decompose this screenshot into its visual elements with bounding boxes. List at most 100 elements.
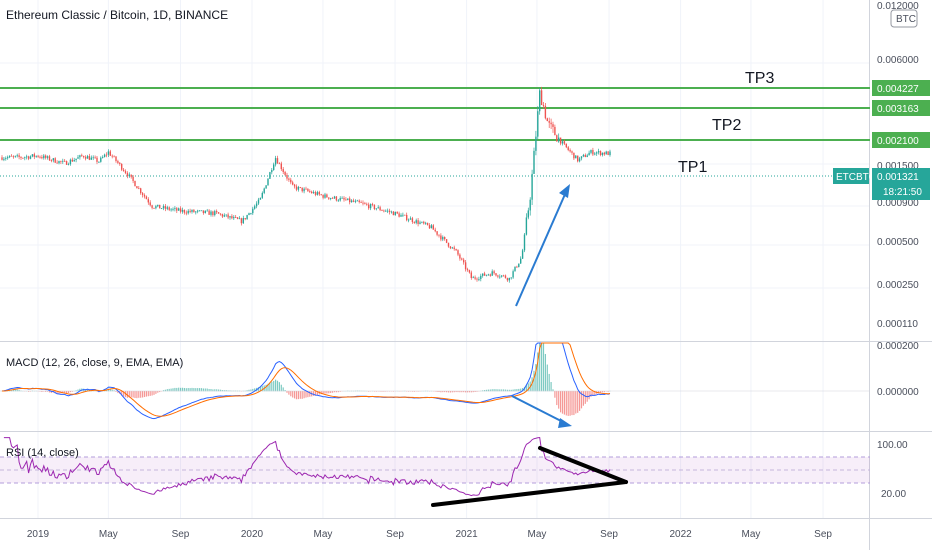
candle-body — [75, 158, 77, 161]
candle-body — [489, 274, 491, 276]
candle-body — [512, 271, 514, 278]
price-axis[interactable]: 0.012000 0.006000 0.001500 0.000900 0.00… — [877, 1, 919, 330]
symbol-tag-text: ETCBTC — [836, 172, 876, 183]
candle-body — [445, 239, 448, 243]
macd-histogram-bar — [254, 388, 256, 392]
candle-body — [71, 159, 73, 162]
candle-body — [8, 155, 11, 158]
macd-histogram-bar — [491, 389, 493, 392]
candle-body — [343, 197, 345, 200]
candle-body — [261, 192, 263, 198]
candle-body — [187, 210, 189, 214]
candle-body — [185, 212, 187, 214]
macd-histogram-bar — [436, 391, 438, 392]
macd-histogram-bar — [455, 391, 457, 393]
currency-badge-label: BTC — [896, 14, 916, 25]
macd-histogram-bar — [136, 391, 138, 399]
candle-body — [487, 274, 490, 276]
macd-histogram-bar — [335, 391, 337, 393]
macd-histogram-bar — [497, 389, 499, 392]
tp3-price-tag — [872, 80, 930, 96]
candle-body — [103, 154, 106, 158]
candle-body — [459, 254, 461, 259]
candle-body — [594, 153, 596, 155]
candle-body — [301, 187, 303, 192]
candle-body — [113, 156, 115, 158]
candle-body — [162, 206, 165, 209]
macd-histogram-bar — [316, 391, 318, 395]
currency-badge[interactable] — [890, 9, 918, 28]
macd-histogram-bar — [573, 391, 575, 416]
candle-body — [54, 158, 56, 163]
candle-body — [314, 192, 317, 195]
macd-histogram-bar — [206, 388, 208, 392]
candle-body — [170, 209, 172, 211]
time-axis[interactable]: 2019 May Sep 2020 May Sep 2021 May Sep 2022 May Sep — [27, 529, 833, 540]
macd-histogram-bar — [592, 391, 594, 396]
candle-body — [41, 157, 43, 159]
candle-body — [609, 151, 611, 156]
candle-body — [442, 237, 444, 240]
candle-body — [335, 196, 338, 201]
time-tick: 2020 — [241, 529, 264, 540]
candle-body — [478, 279, 480, 280]
candle-body — [136, 186, 138, 189]
candle-body — [33, 154, 35, 157]
candle-body — [273, 164, 275, 171]
drawings[interactable] — [431, 184, 628, 507]
macd-histogram-bar — [185, 388, 187, 392]
time-tick: May — [313, 529, 332, 540]
candle-body — [20, 156, 22, 158]
candle-body — [276, 158, 279, 164]
macd-divergence-arrow[interactable] — [511, 395, 566, 424]
candle-body — [309, 191, 311, 192]
candle-body — [444, 237, 446, 240]
candle-body — [219, 213, 222, 215]
candle-body — [81, 155, 83, 157]
candle-body — [84, 157, 87, 159]
candle-body — [252, 208, 254, 214]
candle-body — [153, 207, 155, 209]
candle-body — [373, 204, 376, 209]
macd-histogram-bar — [109, 389, 111, 392]
rsi-title: RSI (14, close) — [6, 447, 79, 459]
candle-body — [198, 210, 201, 212]
candle-body — [516, 266, 518, 268]
rsi-resistance-trendline[interactable] — [538, 446, 628, 484]
candle-body — [50, 160, 53, 161]
candle-body — [603, 152, 605, 155]
macd-histogram-bar — [594, 391, 596, 395]
macd-histogram-bar — [379, 391, 381, 392]
macd-histogram-bar — [520, 388, 522, 392]
candle-body — [160, 208, 163, 210]
time-tick: Sep — [172, 529, 190, 540]
target-levels[interactable] — [0, 87, 870, 141]
macd-histogram-bar — [307, 391, 309, 398]
macd-histogram-bar — [48, 391, 51, 393]
macd-histogram-bar — [499, 389, 501, 392]
macd-histogram-bar — [470, 391, 472, 393]
chart-title: Ethereum Classic / Bitcoin, 1D, BINANCE — [6, 8, 229, 22]
candle-body — [236, 217, 239, 219]
macd-histogram-bar — [123, 391, 125, 397]
trend-arrow-up[interactable] — [515, 191, 567, 307]
candle-body — [223, 215, 225, 217]
macd-histogram-bar — [278, 382, 280, 392]
macd-histogram-bar — [151, 391, 153, 396]
candle-body — [210, 211, 212, 215]
candle-body — [447, 242, 450, 247]
macd-histogram-bar — [41, 391, 43, 392]
candle-body — [227, 214, 229, 218]
candle-body — [440, 235, 442, 240]
macd-histogram-bar — [579, 391, 581, 411]
macd-histogram-bar — [208, 389, 210, 392]
time-tick: Sep — [600, 529, 618, 540]
macd-histogram-bar — [590, 391, 592, 397]
macd-histogram-bar — [332, 391, 334, 393]
candle-body — [328, 197, 330, 199]
rsi-support-trendline[interactable] — [431, 480, 628, 507]
candle-body — [134, 180, 136, 187]
macd-histogram-bar — [164, 389, 166, 392]
macd-histogram-bar — [210, 389, 212, 392]
